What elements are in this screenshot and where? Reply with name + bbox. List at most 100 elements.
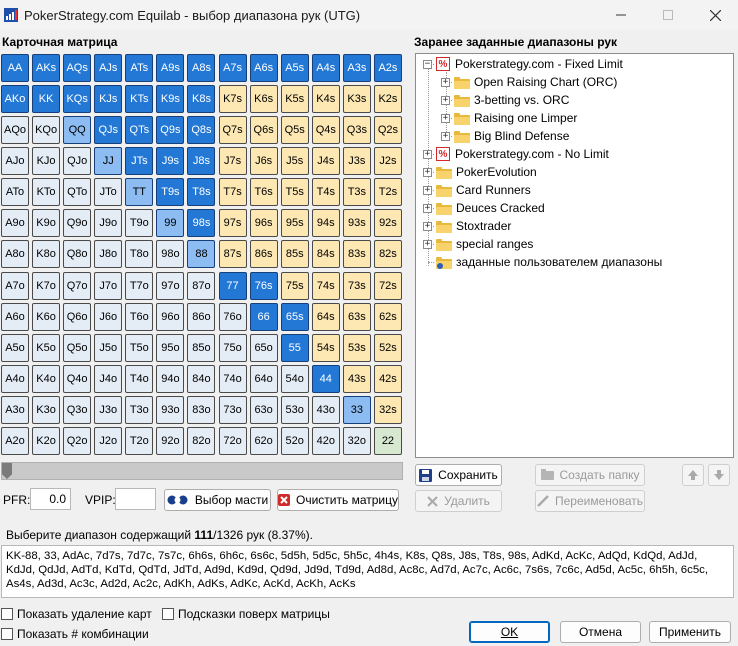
hand-cell-53o[interactable]: 53o	[280, 395, 309, 424]
hand-cell-T8o[interactable]: T8o	[125, 240, 154, 269]
hand-cell-Q9s[interactable]: Q9s	[156, 116, 185, 145]
hand-cell-A5s[interactable]: A5s	[280, 54, 309, 82]
hand-cell-T4o[interactable]: T4o	[125, 364, 154, 393]
hand-cell-J8o[interactable]: J8o	[94, 240, 123, 269]
hand-cell-Q3o[interactable]: Q3o	[63, 395, 92, 424]
hand-cell-J2s[interactable]: J2s	[373, 147, 402, 176]
hand-cell-53s[interactable]: 53s	[342, 333, 371, 362]
apply-button[interactable]: Применить	[649, 621, 731, 643]
hand-cell-65s[interactable]: 65s	[280, 302, 309, 331]
hand-cell-KJo[interactable]: KJo	[32, 147, 61, 176]
hand-cell-Q4o[interactable]: Q4o	[63, 364, 92, 393]
tree-item[interactable]: + Deuces Cracked	[423, 199, 545, 217]
checkbox-box[interactable]	[162, 608, 174, 620]
hand-cell-A3s[interactable]: A3s	[342, 54, 371, 82]
hand-cell-K7o[interactable]: K7o	[32, 271, 61, 300]
hand-cell-A8o[interactable]: A8o	[1, 240, 29, 269]
clear-matrix-button[interactable]: Очистить матрицу	[277, 489, 399, 511]
hand-cell-A2o[interactable]: A2o	[1, 426, 29, 455]
hand-cell-K9s[interactable]: K9s	[156, 85, 185, 114]
tree-item[interactable]: + Big Blind Defense	[441, 127, 569, 145]
hand-cell-76s[interactable]: 76s	[249, 271, 278, 300]
hand-cell-AKs[interactable]: AKs	[32, 54, 61, 82]
hand-cell-88[interactable]: 88	[187, 240, 216, 269]
hand-cell-73o[interactable]: 73o	[218, 395, 247, 424]
hand-cell-QJs[interactable]: QJs	[94, 116, 123, 145]
hand-cell-A3o[interactable]: A3o	[1, 395, 29, 424]
hand-cell-T4s[interactable]: T4s	[311, 178, 340, 207]
hand-cell-Q2s[interactable]: Q2s	[373, 116, 402, 145]
hand-cell-97o[interactable]: 97o	[156, 271, 185, 300]
hand-cell-ATs[interactable]: ATs	[125, 54, 154, 82]
hand-cell-52s[interactable]: 52s	[373, 333, 402, 362]
hand-cell-Q6s[interactable]: Q6s	[249, 116, 278, 145]
hand-cell-T7s[interactable]: T7s	[218, 178, 247, 207]
hand-cell-75o[interactable]: 75o	[218, 333, 247, 362]
hand-cell-92s[interactable]: 92s	[373, 209, 402, 238]
hand-cell-K2o[interactable]: K2o	[32, 426, 61, 455]
hand-cell-J4s[interactable]: J4s	[311, 147, 340, 176]
hand-cell-43s[interactable]: 43s	[342, 364, 371, 393]
hand-cell-Q5s[interactable]: Q5s	[280, 116, 309, 145]
hand-cell-T2s[interactable]: T2s	[373, 178, 402, 207]
hand-cell-85o[interactable]: 85o	[187, 333, 216, 362]
range-slider-thumb[interactable]	[2, 463, 12, 479]
hand-cell-A6s[interactable]: A6s	[249, 54, 278, 82]
hand-cell-72o[interactable]: 72o	[218, 426, 247, 455]
hand-cell-93s[interactable]: 93s	[342, 209, 371, 238]
hand-cell-QQ[interactable]: QQ	[63, 116, 92, 145]
hand-cell-98o[interactable]: 98o	[156, 240, 185, 269]
hand-cell-AA[interactable]: AA	[1, 54, 29, 82]
hand-cell-K6o[interactable]: K6o	[32, 302, 61, 331]
hand-cell-32s[interactable]: 32s	[373, 395, 402, 424]
create-folder-button[interactable]: Создать папку	[535, 464, 645, 486]
hand-cell-73s[interactable]: 73s	[342, 271, 371, 300]
hand-cell-64o[interactable]: 64o	[249, 364, 278, 393]
hand-cell-K5o[interactable]: K5o	[32, 333, 61, 362]
rename-button[interactable]: Переименовать	[535, 490, 645, 512]
hand-cell-98s[interactable]: 98s	[187, 209, 216, 238]
expand-icon[interactable]: +	[423, 148, 432, 159]
hand-cell-K2s[interactable]: K2s	[373, 85, 402, 114]
close-button[interactable]	[692, 0, 738, 30]
hand-cell-76o[interactable]: 76o	[218, 302, 247, 331]
hand-cell-KTs[interactable]: KTs	[125, 85, 154, 114]
hand-cell-K7s[interactable]: K7s	[218, 85, 247, 114]
hand-cell-T7o[interactable]: T7o	[125, 271, 154, 300]
hand-cell-87o[interactable]: 87o	[187, 271, 216, 300]
hand-cell-AJo[interactable]: AJo	[1, 147, 29, 176]
hand-cell-A7o[interactable]: A7o	[1, 271, 29, 300]
hand-cell-42s[interactable]: 42s	[373, 364, 402, 393]
expand-icon[interactable]: +	[441, 94, 450, 105]
hand-cell-Q7o[interactable]: Q7o	[63, 271, 92, 300]
hand-cell-K6s[interactable]: K6s	[249, 85, 278, 114]
hand-cell-TT[interactable]: TT	[125, 178, 154, 207]
tree-item[interactable]: −% Pokerstrategy.com - Fixed Limit	[423, 55, 623, 73]
expand-icon[interactable]: +	[441, 76, 450, 87]
tree-item[interactable]: + Stoxtrader	[423, 217, 511, 235]
hand-cell-84o[interactable]: 84o	[187, 364, 216, 393]
hand-cell-86s[interactable]: 86s	[249, 240, 278, 269]
hand-cell-T6s[interactable]: T6s	[249, 178, 278, 207]
hand-cell-AJs[interactable]: AJs	[94, 54, 123, 82]
hand-cell-Q8o[interactable]: Q8o	[63, 240, 92, 269]
expand-icon[interactable]: +	[423, 202, 432, 213]
hand-cell-94s[interactable]: 94s	[311, 209, 340, 238]
save-button[interactable]: Сохранить	[415, 464, 502, 486]
hand-cell-Q4s[interactable]: Q4s	[311, 116, 340, 145]
hand-cell-K8s[interactable]: K8s	[187, 85, 216, 114]
hand-cell-QJo[interactable]: QJo	[63, 147, 92, 176]
hand-cell-65o[interactable]: 65o	[249, 333, 278, 362]
ok-button[interactable]: OK	[469, 621, 550, 643]
hand-cell-K8o[interactable]: K8o	[32, 240, 61, 269]
hand-cell-42o[interactable]: 42o	[311, 426, 340, 455]
show-card-removal-checkbox[interactable]: Показать удаление карт	[1, 607, 152, 621]
hand-cell-33[interactable]: 33	[342, 395, 371, 424]
hand-cell-A6o[interactable]: A6o	[1, 302, 29, 331]
hand-cell-K5s[interactable]: K5s	[280, 85, 309, 114]
hand-cell-92o[interactable]: 92o	[156, 426, 185, 455]
cancel-button[interactable]: Отмена	[560, 621, 641, 643]
hand-cell-95s[interactable]: 95s	[280, 209, 309, 238]
show-combos-checkbox[interactable]: Показать # комбинации	[1, 627, 149, 641]
hand-cell-A7s[interactable]: A7s	[218, 54, 247, 82]
